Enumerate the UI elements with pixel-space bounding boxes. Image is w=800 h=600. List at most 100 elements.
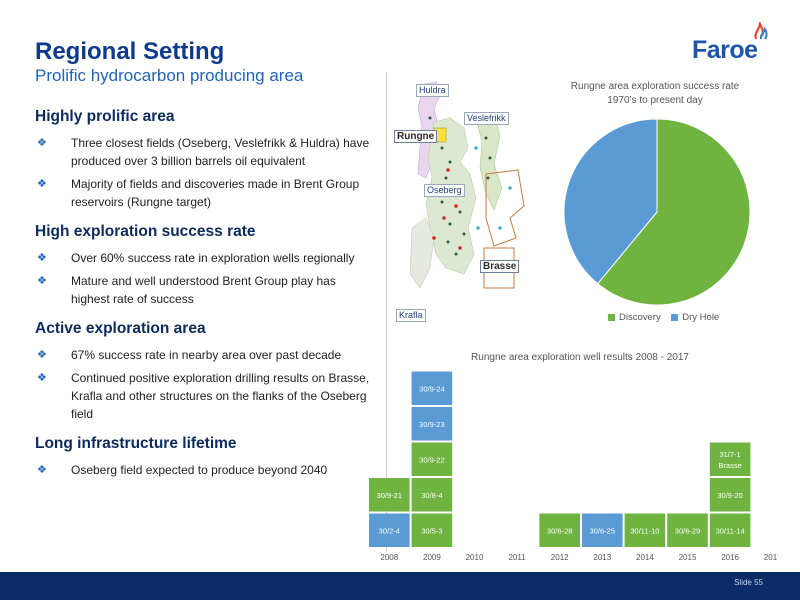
- bar-cell: 30/2-4: [369, 513, 410, 547]
- bar-cell: 30/9-21: [369, 478, 410, 512]
- bar-cell: 30/6-25: [582, 513, 623, 547]
- bar-cell: 30/11-10: [624, 513, 666, 547]
- bar-cell: 31/7-1 Brasse: [709, 442, 751, 476]
- bar-data-label: 30/9-23: [419, 420, 444, 429]
- section-highly-prolific: Highly prolific area ❖ Three closest fiel…: [35, 108, 370, 211]
- pie-slice-dry-hole: [563, 118, 658, 285]
- bar-data-label: 30/5-3: [421, 526, 442, 535]
- section-heading: Highly prolific area: [35, 108, 175, 125]
- bullet: ❖ Majority of fields and discoveries made…: [35, 175, 370, 211]
- bar-data-label: 30/9-22: [419, 455, 444, 464]
- slide-number: Slide 55: [734, 578, 763, 587]
- map-label-oseberg: Oseberg: [424, 184, 465, 197]
- diamond-bullet-icon: ❖: [37, 372, 47, 384]
- bar-segment-dry: [369, 513, 410, 547]
- diamond-bullet-icon: ❖: [37, 464, 47, 476]
- x-tick-label: 2009: [423, 553, 441, 562]
- legend-swatch-dry-hole: [671, 313, 679, 321]
- diamond-bullet-icon: ❖: [37, 137, 47, 149]
- x-tick-label: 2011: [508, 553, 526, 562]
- bar-segment-discovery: [709, 478, 751, 512]
- bar-segment-discovery: [667, 513, 708, 547]
- bar-data-label: 30/2-4: [379, 526, 400, 535]
- map-label-veslefrikk: Veslefrikk: [464, 112, 509, 125]
- bar-segment-discovery: [411, 513, 453, 547]
- section-infrastructure: Long infrastructure lifetime ❖ Oseberg fi…: [35, 435, 370, 479]
- bar-segment-discovery: [624, 513, 666, 547]
- bullet-text: Continued positive exploration drilling …: [71, 371, 370, 421]
- bullet: ❖ 67% success rate in nearby area over pa…: [35, 346, 370, 364]
- bullet: ❖ Continued positive exploration drilling…: [35, 369, 370, 423]
- bar-data-label: Brasse: [718, 461, 741, 470]
- bar-segment-discovery: [411, 478, 453, 512]
- bar-data-label: 30/6-29: [675, 526, 700, 535]
- page-subtitle: Prolific hydrocarbon producing area: [35, 66, 304, 85]
- section-success-rate: High exploration success rate ❖ Over 60% …: [35, 223, 370, 308]
- bullet: ❖ Three closest fields (Oseberg, Veslefri…: [35, 134, 370, 170]
- diamond-bullet-icon: ❖: [37, 275, 47, 287]
- bullet-text: Majority of fields and discoveries made …: [71, 177, 360, 209]
- diamond-bullet-icon: ❖: [37, 178, 47, 190]
- bullet-text: Three closest fields (Oseberg, Veslefrik…: [71, 136, 370, 168]
- bar-data-label: 30/9-24: [419, 384, 444, 393]
- company-logo: Faroe: [692, 22, 772, 66]
- bar-cell: 30/11-14: [709, 513, 751, 547]
- bar-cell: 30/5-3: [411, 513, 453, 547]
- bar-data-label: 30/6-25: [590, 526, 615, 535]
- page-title: Regional Setting: [35, 38, 225, 65]
- x-tick-label: 2014: [636, 553, 654, 562]
- map-label-krafla: Krafla: [396, 309, 426, 322]
- bar-chart: 30/2-4 30/9-21 2008 30/5-3 30/8-4 30/9-22 30/9…: [369, 371, 778, 562]
- pie-chart-title: Rungne area exploration success rate 197…: [545, 80, 765, 108]
- bar-segment-discovery: [539, 513, 580, 547]
- diamond-bullet-icon: ❖: [37, 349, 47, 361]
- diamond-bullet-icon: ❖: [37, 252, 47, 264]
- bullet: ❖ Mature and well understood Brent Group …: [35, 272, 370, 308]
- logo-text: Faroe: [692, 36, 758, 64]
- map-label-brasse: Brasse: [480, 260, 520, 273]
- bullet: ❖ Oseberg field expected to produce beyon…: [35, 461, 370, 479]
- bar-data-label: 30/8-4: [421, 491, 442, 500]
- bar-cell: 30/8-4: [411, 478, 453, 512]
- bar-data-label: 30/11-10: [630, 526, 659, 535]
- bar-cell: 30/6-29: [667, 513, 708, 547]
- bar-segment-discovery: [709, 513, 751, 547]
- bullet-text: 67% success rate in nearby area over pas…: [71, 348, 342, 362]
- section-heading: Long infrastructure lifetime: [35, 435, 237, 452]
- pie-slice-discovery: [597, 118, 751, 306]
- divider: [386, 72, 387, 552]
- bar-segment-dry: [411, 371, 453, 405]
- x-tick-label: 2015: [679, 553, 697, 562]
- bullet: ❖ Over 60% success rate in exploration we…: [35, 249, 370, 267]
- legend-swatch-discovery: [608, 313, 615, 321]
- legend-label: Dry Hole: [682, 312, 720, 323]
- bullet-text: Over 60% success rate in exploration wel…: [71, 251, 355, 265]
- bar-data-label: 30/9-21: [377, 491, 402, 500]
- flame-icon: [754, 22, 768, 40]
- pie-chart: [563, 118, 751, 306]
- x-tick-label: 2016: [721, 553, 739, 562]
- pie-title-line2: 1970’s to present day: [607, 95, 703, 106]
- x-tick-label: 2013: [593, 553, 611, 562]
- left-column: Highly prolific area ❖ Three closest fiel…: [35, 108, 370, 491]
- pie-legend: Discovery Dry Hole: [608, 312, 719, 323]
- bullet-text: Mature and well understood Brent Group p…: [71, 274, 336, 306]
- bar-data-label: 30/9-20: [717, 491, 742, 500]
- bar-cell: 30/9-20: [709, 478, 751, 512]
- x-tick-label: 2008: [380, 553, 398, 562]
- bar-cell: 30/9-24: [411, 371, 453, 405]
- bar-data-label: 31/7-1: [719, 450, 740, 459]
- pie-title-line1: Rungne area exploration success rate: [570, 81, 740, 92]
- bar-data-label: 30/6-28: [547, 526, 572, 535]
- regional-map: Huldra Veslefrikk Rungne Oseberg Brasse …: [390, 78, 540, 328]
- bar-cell: 30/6-28: [539, 513, 580, 547]
- bar-segment-discovery: [709, 442, 751, 476]
- map-label-huldra: Huldra: [416, 84, 449, 97]
- legend-label: Discovery: [619, 312, 661, 323]
- bar-segment-dry: [411, 407, 453, 441]
- footer-bar: Slide 55: [0, 572, 800, 600]
- x-tick-label: 2012: [551, 553, 569, 562]
- section-heading: High exploration success rate: [35, 223, 256, 240]
- section-active-exploration: Active exploration area ❖ 67% success rat…: [35, 320, 370, 423]
- bar-chart-title: Rungne area exploration well results 200…: [471, 352, 689, 363]
